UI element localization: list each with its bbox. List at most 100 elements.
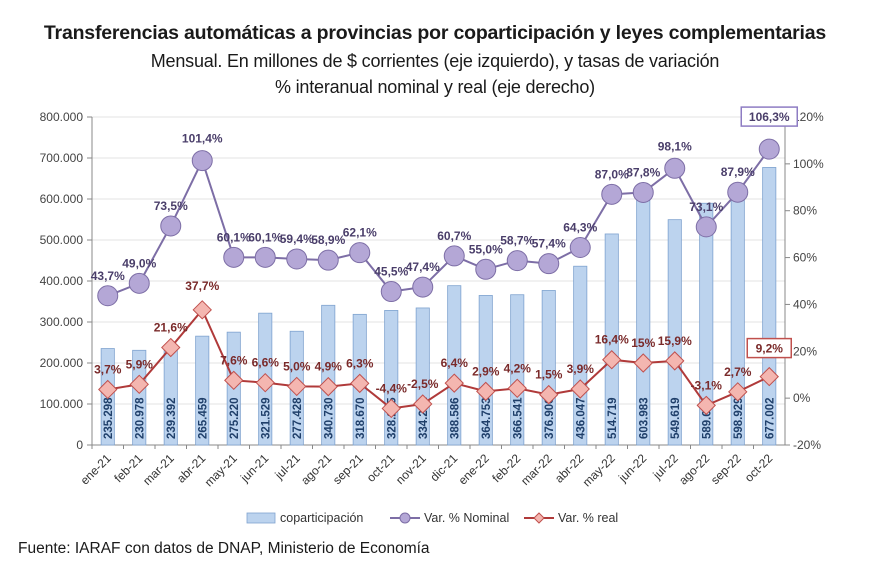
real-point [381, 398, 401, 419]
left-axis-tick-label: 100.000 [40, 397, 84, 411]
real-value-label: 2,9% [472, 364, 500, 378]
real-value-label: 2,7% [724, 365, 752, 379]
bar-value-label: 376.906 [544, 397, 556, 439]
left-axis-tick-label: 600.000 [40, 192, 84, 206]
bar-coparticipacion [195, 335, 210, 446]
x-axis-label: sep-22 [708, 451, 744, 487]
real-point [444, 373, 464, 393]
right-axis-tick-label: 120% [793, 110, 824, 124]
source-note: Fuente: IARAF con datos de DNAP, Ministe… [18, 540, 430, 557]
real-value-label: -2,5% [407, 377, 439, 391]
nominal-point [664, 157, 686, 179]
left-axis-tick-label: 300.000 [40, 315, 84, 329]
real-point [129, 374, 149, 395]
x-axis-label: oct-22 [742, 451, 776, 485]
nominal-value-label: 87,0% [595, 167, 629, 181]
real-point [696, 395, 716, 416]
right-axis-tick-label: 60% [793, 251, 817, 265]
nominal-point [128, 272, 150, 294]
nominal-point [160, 215, 182, 237]
x-axis-label: may-22 [580, 451, 618, 489]
real-value-label: -3,1% [691, 378, 723, 392]
legend-label-coparticipacion: coparticipación [280, 511, 363, 525]
nominal-value-label: 62,1% [343, 226, 377, 240]
nominal-value-label: 64,3% [563, 220, 597, 234]
bar-value-label: 230.978 [134, 397, 146, 439]
real-point [318, 376, 338, 397]
x-axis-label: ene-21 [78, 451, 115, 488]
nominal-value-label: 60,7% [437, 229, 471, 243]
right-axis-tick-label: -20% [793, 438, 821, 452]
real-point [255, 372, 275, 393]
real-value-label: 6,4% [441, 356, 469, 370]
nominal-point [286, 248, 308, 270]
nominal-point [254, 246, 276, 268]
chart-subtitle: Mensual. En millones de $ corrientes (ej… [150, 51, 720, 97]
real-value-label: 15,9% [658, 334, 692, 348]
bar-value-label: 235.298 [103, 397, 115, 439]
left-axis-tick-label: 700.000 [40, 151, 84, 165]
bar-value-label: 318.670 [355, 397, 367, 439]
bar-value-label: 265.459 [197, 397, 209, 439]
nominal-value-label: 45,5% [374, 265, 408, 279]
x-axis-label: feb-21 [111, 451, 145, 485]
bar-coparticipacion [604, 233, 619, 446]
bar-coparticipacion [510, 294, 525, 446]
right-axis-tick-label: 100% [793, 157, 824, 171]
x-axis-label: nov-21 [393, 451, 429, 487]
nominal-point [758, 138, 780, 160]
nominal-value-label: 58,7% [500, 234, 534, 248]
real-value-label: 3,9% [567, 362, 595, 376]
real-point [413, 394, 433, 414]
nominal-point [412, 276, 434, 298]
bar-value-label: 677.002 [764, 397, 776, 439]
nominal-value-label: 60,1% [248, 230, 282, 244]
bar-coparticipacion [667, 219, 682, 446]
real-value-label: 16,4% [595, 333, 629, 347]
nominal-point [695, 216, 717, 238]
x-axis-label: ago-22 [676, 451, 713, 488]
nominal-point [601, 183, 623, 205]
left-axis-tick-label: 400.000 [40, 274, 84, 288]
x-axis-label: sep-21 [330, 451, 366, 487]
nominal-value-label: 87,9% [721, 165, 755, 179]
bar-value-label: 364.753 [481, 397, 493, 439]
nominal-value-label: 73,1% [689, 200, 723, 214]
nominal-point [349, 242, 371, 264]
nominal-value-label: 43,7% [91, 269, 125, 283]
real-point [602, 350, 622, 370]
bar-value-label: 366.541 [512, 397, 524, 439]
bar-coparticipacion [478, 295, 493, 446]
bar-value-label: 321.529 [260, 397, 272, 439]
right-axis-tick-label: 0% [793, 391, 811, 405]
legend-marker-real [533, 512, 545, 524]
real-value-label: 5,0% [283, 359, 311, 373]
nominal-point [538, 253, 560, 275]
real-point [759, 366, 779, 387]
chart-title: Transferencias automáticas a provincias … [43, 22, 827, 44]
real-point [633, 353, 653, 373]
legend-marker-nominal [399, 512, 411, 524]
bar-coparticipacion [573, 265, 588, 446]
x-axis-label: mar-21 [140, 451, 177, 488]
x-axis-label: feb-22 [489, 451, 523, 485]
left-axis-tick-label: 800.000 [40, 110, 84, 124]
legend-label-nominal: Var. % Nominal [424, 511, 509, 525]
nominal-point [223, 246, 245, 268]
real-value-label: 1,5% [535, 368, 563, 382]
real-value-label: 6,6% [252, 356, 280, 370]
x-axis-label: may-21 [202, 451, 240, 489]
nominal-point [632, 181, 654, 203]
highlight-box-real [746, 337, 792, 359]
legend-label-real: Var. % real [558, 511, 618, 525]
nominal-value-label: 47,4% [406, 260, 440, 274]
x-axis-label: mar-22 [518, 451, 555, 488]
x-axis-label: jun-22 [615, 451, 649, 485]
right-axis-tick-label: 20% [793, 344, 817, 358]
real-point [728, 382, 748, 402]
bar-value-label: 275.220 [229, 397, 241, 439]
nominal-point [727, 181, 749, 203]
nominal-value-label: 59,4% [280, 232, 314, 246]
x-axis-label: oct-21 [364, 451, 398, 485]
bar-value-label: 598.929 [733, 397, 745, 439]
